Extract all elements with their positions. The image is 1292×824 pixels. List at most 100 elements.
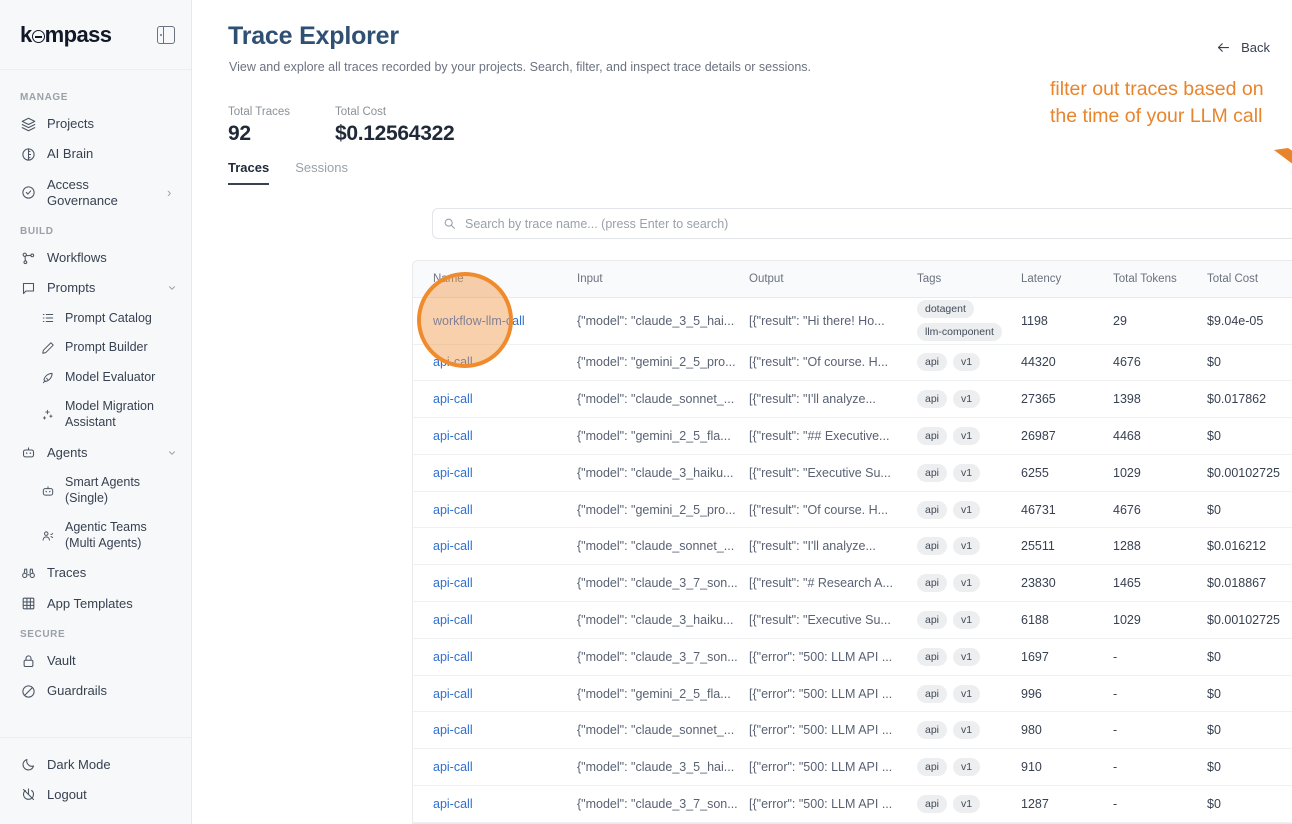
cell-latency: 27365 (1021, 380, 1113, 419)
cell-name[interactable]: api-call (413, 417, 577, 455)
cell-total-cost: $9.04e-05 (1207, 297, 1292, 345)
column-header-tags[interactable]: Tags (917, 261, 1021, 298)
tag-list: api v1 (917, 390, 1021, 409)
cell-latency-text: 996 (1021, 686, 1042, 701)
sidebar-item-model-migration-assistant[interactable]: Model Migration Assistant (0, 392, 191, 437)
sidebar: k mpass MANAGE Projects AI Brain Access G… (0, 0, 192, 824)
table-row[interactable]: api-call {"model": "gemini_2_5_fla... [{"e… (413, 675, 1292, 713)
column-header-total-tokens[interactable]: Total Tokens (1113, 261, 1207, 298)
column-header-input[interactable]: Input (577, 261, 749, 298)
table-row[interactable]: api-call {"model": "claude_sonnet_... [{"e… (413, 711, 1292, 750)
cell-name[interactable]: api-call (413, 748, 577, 787)
cell-name[interactable]: workflow-llm-call (413, 297, 577, 345)
sidebar-item-prompt-builder[interactable]: Prompt Builder (0, 333, 191, 363)
sidebar-item-vault[interactable]: Vault (0, 646, 191, 676)
cell-output-text: [{"error": "500: LLM API ... (749, 686, 893, 701)
cell-total-cost: $0 (1207, 417, 1292, 455)
table-row[interactable]: api-call {"model": "claude_3_7_son... [{"e… (413, 638, 1292, 676)
table-row[interactable]: api-call {"model": "claude_3_5_hai... [{"e… (413, 748, 1292, 787)
table-row[interactable]: workflow-llm-call {"model": "claude_3_5_h… (413, 297, 1292, 345)
cell-output: [{"error": "500: LLM API ... (749, 711, 917, 750)
cell-output: [{"result": "Hi there! Ho... (749, 297, 917, 345)
tab-traces[interactable]: Traces (228, 160, 270, 185)
nav-section-secure-label: SECURE (20, 628, 66, 640)
column-header-name[interactable]: Name (413, 261, 577, 298)
cell-input-text: {"model": "claude_3_5_hai... (577, 313, 735, 328)
column-header-latency[interactable]: Latency (1021, 261, 1113, 298)
back-button-label: Back (1241, 40, 1270, 55)
sidebar-item-workflows[interactable]: Workflows (0, 243, 191, 273)
cell-total-cost: $0 (1207, 711, 1292, 750)
sidebar-item-ai-brain[interactable]: AI Brain (0, 139, 191, 169)
cell-name[interactable]: api-call (413, 711, 577, 750)
search-input[interactable]: Search by trace name... (press Enter to … (432, 208, 1292, 239)
cell-name[interactable]: api-call (413, 785, 577, 823)
panel-collapse-icon[interactable] (157, 25, 175, 44)
cell-name[interactable]: api-call (413, 380, 577, 419)
sidebar-item-logout[interactable]: Logout (0, 780, 191, 810)
sidebar-item-access-governance[interactable]: Access Governance › (0, 170, 191, 217)
sidebar-item-label: Workflows (47, 250, 107, 265)
tag-pill: v1 (953, 353, 981, 372)
cell-name[interactable]: api-call (413, 344, 577, 382)
sidebar-item-label: Access Governance (47, 176, 118, 208)
table-row[interactable]: api-call {"model": "gemini_2_5_fla... [{"r… (413, 417, 1292, 455)
cell-name[interactable]: api-call (413, 527, 577, 566)
cell-name[interactable]: api-call (413, 675, 577, 713)
cell-name[interactable]: api-call (413, 454, 577, 492)
table-row[interactable]: api-call {"model": "claude_3_7_son... [{"r… (413, 564, 1292, 603)
sidebar-item-guardrails[interactable]: Guardrails (0, 676, 191, 706)
sidebar-item-projects[interactable]: Projects (0, 109, 191, 139)
sidebar-item-label: Prompts (47, 280, 96, 296)
table-row[interactable]: api-call {"model": "claude_3_haiku... [{"r… (413, 454, 1292, 492)
cell-input-text: {"model": "claude_3_5_hai... (577, 760, 735, 775)
back-button[interactable]: Back (1216, 40, 1270, 55)
cell-tags: api v1 (917, 785, 1021, 823)
tab-sessions[interactable]: Sessions (295, 160, 348, 175)
cell-output-text: [{"error": "500: LLM API ... (749, 796, 893, 811)
cell-total-cost-text: $0.016212 (1207, 539, 1267, 554)
table-row[interactable]: api-call {"model": "claude_sonnet_... [{"r… (413, 380, 1292, 419)
table-row[interactable]: api-call {"model": "claude_sonnet_... [{"r… (413, 527, 1292, 566)
cell-name-text: api-call (433, 392, 473, 407)
cell-name[interactable]: api-call (413, 564, 577, 603)
cell-output-text: [{"result": "# Research A... (749, 576, 893, 591)
sidebar-item-agents[interactable]: Agents (0, 438, 191, 468)
cell-input-text: {"model": "claude_sonnet_... (577, 539, 735, 554)
cell-output-text: [{"result": "Of course. H... (749, 502, 889, 517)
table-row[interactable]: api-call {"model": "claude_3_haiku... [{"r… (413, 601, 1292, 639)
sidebar-item-model-evaluator[interactable]: Model Evaluator (0, 363, 191, 393)
cell-total-cost: $0.016212 (1207, 527, 1292, 566)
table-row[interactable]: api-call {"model": "gemini_2_5_pro... [{"r… (413, 491, 1292, 529)
cell-tags: api v1 (917, 711, 1021, 750)
sidebar-item-smart-agents-single[interactable]: Smart Agents (Single) (0, 468, 191, 513)
cell-input: {"model": "gemini_2_5_fla... (577, 417, 749, 455)
cell-input: {"model": "gemini_2_5_fla... (577, 675, 749, 713)
pencil-icon (40, 340, 55, 355)
cell-total-tokens-text: - (1113, 686, 1118, 701)
sidebar-item-prompts[interactable]: Prompts (0, 273, 191, 303)
tag-list: api v1 (917, 721, 1021, 740)
cell-output: [{"error": "500: LLM API ... (749, 785, 917, 823)
cell-latency: 26987 (1021, 417, 1113, 455)
chevron-down-icon (167, 448, 177, 458)
sidebar-item-app-templates[interactable]: App Templates (0, 589, 191, 619)
table-row[interactable]: api-call {"model": "claude_3_7_son... [{"e… (413, 785, 1292, 823)
table-row[interactable]: api-call {"model": "gemini_2_5_pro... [{"r… (413, 344, 1292, 382)
cell-name-text: api-call (433, 465, 473, 480)
sidebar-item-agentic-teams-multi[interactable]: Agentic Teams (Multi Agents) (0, 513, 191, 558)
column-header-total-cost[interactable]: Total Cost (1207, 261, 1292, 298)
cell-total-cost: $0.00102725 (1207, 601, 1292, 639)
cell-total-tokens-text: 4468 (1113, 428, 1141, 443)
tag-list: api v1 (917, 758, 1021, 777)
cell-name[interactable]: api-call (413, 491, 577, 529)
column-header-output[interactable]: Output (749, 261, 917, 298)
sidebar-item-prompt-catalog[interactable]: Prompt Catalog (0, 304, 191, 334)
sidebar-item-dark-mode[interactable]: Dark Mode (0, 750, 191, 780)
tag-pill: v1 (953, 500, 981, 519)
cell-name[interactable]: api-call (413, 601, 577, 639)
cell-name-text: api-call (433, 576, 473, 591)
tag-pill: v1 (953, 610, 981, 629)
cell-name[interactable]: api-call (413, 638, 577, 676)
sidebar-item-traces[interactable]: Traces (0, 558, 191, 588)
